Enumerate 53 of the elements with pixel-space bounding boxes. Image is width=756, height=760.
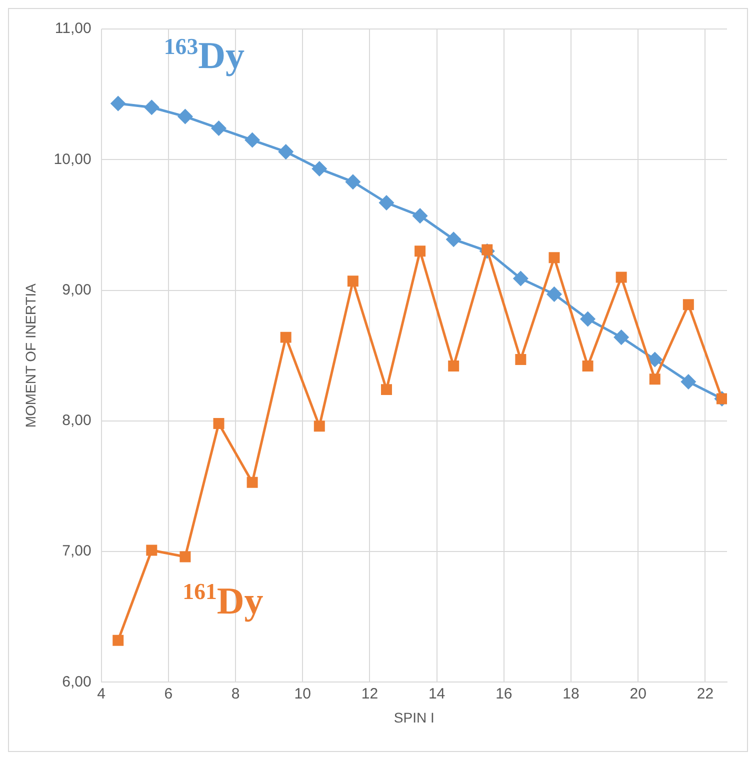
point — [414, 246, 426, 257]
point — [314, 420, 325, 432]
point — [716, 393, 727, 404]
point — [312, 162, 327, 176]
point — [280, 332, 292, 343]
y-tick-label: 9,00 — [62, 281, 92, 298]
x-axis-title: SPIN I — [394, 709, 434, 726]
x-tick-label: 16 — [496, 685, 512, 702]
point — [682, 299, 694, 310]
y-tick-label: 10,00 — [54, 150, 92, 168]
point — [448, 360, 460, 372]
x-tick-label: 12 — [361, 685, 378, 702]
y-tick-label: 7,00 — [62, 542, 92, 560]
x-tick-label: 22 — [696, 685, 714, 702]
point — [144, 100, 159, 115]
point — [178, 109, 192, 124]
point — [246, 476, 258, 488]
point — [346, 174, 360, 190]
point — [347, 276, 358, 287]
point — [616, 272, 627, 283]
point — [213, 418, 224, 430]
point — [278, 144, 294, 160]
point — [580, 312, 596, 326]
x-tick-label: 20 — [630, 685, 646, 702]
point — [112, 634, 124, 646]
point — [548, 252, 560, 264]
x-tick-label: 4 — [97, 685, 106, 702]
point — [546, 286, 562, 302]
y-tick-label: 6,00 — [62, 673, 92, 690]
point — [681, 374, 696, 389]
point — [180, 551, 191, 562]
point — [412, 208, 428, 224]
point — [648, 352, 662, 367]
point — [212, 121, 226, 136]
point — [110, 96, 126, 111]
point — [513, 271, 528, 286]
point — [245, 132, 260, 148]
x-tick-label: 10 — [294, 685, 311, 702]
point — [381, 384, 392, 396]
point — [446, 232, 461, 247]
x-tick-label: 14 — [428, 685, 446, 702]
point — [515, 354, 526, 366]
x-tick-label: 6 — [164, 685, 173, 702]
point — [614, 330, 629, 345]
point — [649, 374, 660, 385]
y-tick-label: 8,00 — [62, 412, 92, 430]
x-tick-label: 18 — [562, 685, 580, 702]
y-tick-label: 11,00 — [54, 20, 92, 38]
y-axis-title: MOMENT OF INERTIA — [22, 282, 38, 428]
point — [146, 544, 158, 556]
point — [582, 360, 594, 372]
x-tick-label: 8 — [231, 685, 240, 702]
point — [379, 196, 394, 210]
